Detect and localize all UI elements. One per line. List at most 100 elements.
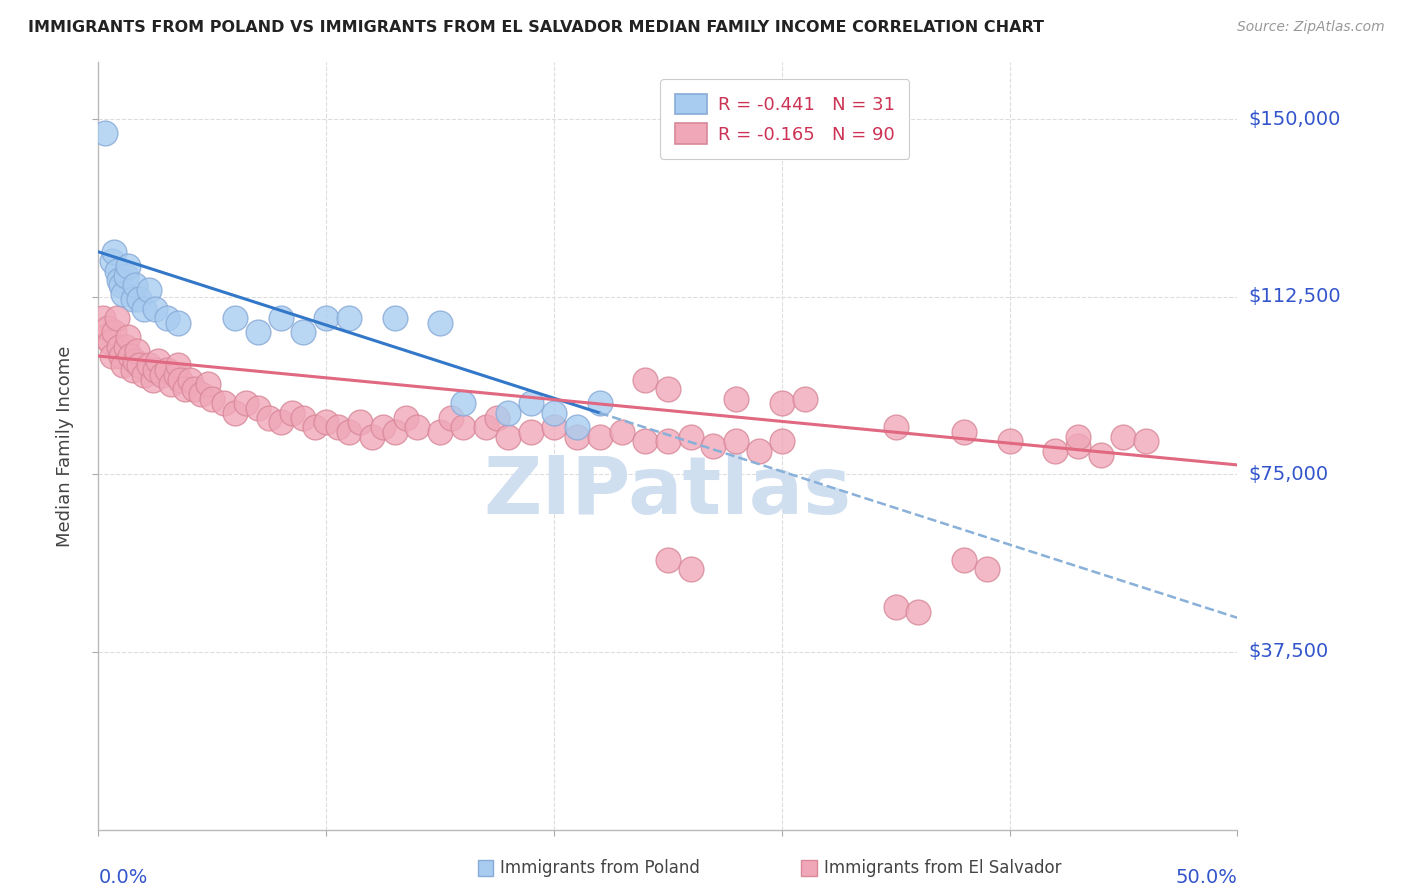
Point [235, 396, 257, 410]
Point [121, 363, 143, 377]
Point [1135, 434, 1157, 449]
Point [117, 259, 139, 273]
Text: $150,000: $150,000 [1249, 110, 1341, 128]
Point [451, 396, 474, 410]
Point [953, 425, 976, 439]
Point [128, 292, 150, 306]
Point [337, 425, 360, 439]
Point [612, 425, 634, 439]
Point [498, 429, 520, 443]
Text: 50.0%: 50.0% [1175, 869, 1237, 888]
Point [406, 420, 429, 434]
Point [197, 377, 219, 392]
Point [429, 316, 451, 330]
Point [120, 349, 142, 363]
Point [1090, 449, 1112, 463]
Point [96, 320, 118, 334]
Point [108, 340, 131, 354]
Point [657, 382, 679, 396]
Point [145, 301, 167, 316]
Point [165, 368, 187, 382]
Point [953, 552, 976, 566]
Point [884, 420, 907, 434]
Point [292, 410, 315, 425]
Point [212, 396, 235, 410]
Point [907, 605, 929, 619]
Point [793, 392, 815, 406]
Point [112, 287, 135, 301]
Text: Immigrants from Poland: Immigrants from Poland [501, 859, 700, 877]
Point [702, 439, 724, 453]
Point [440, 410, 463, 425]
Point [142, 373, 165, 387]
Point [1043, 443, 1066, 458]
Point [128, 359, 150, 373]
Point [360, 429, 382, 443]
Point [160, 377, 183, 392]
Point [112, 359, 135, 373]
Point [725, 434, 748, 449]
Point [371, 420, 394, 434]
Point [474, 420, 496, 434]
Point [337, 311, 360, 326]
Point [498, 406, 520, 420]
Point [304, 420, 326, 434]
Point [179, 373, 201, 387]
Point [94, 330, 117, 344]
Point [520, 396, 543, 410]
Point [94, 127, 117, 141]
Point [201, 392, 224, 406]
Point [543, 406, 565, 420]
Point [101, 349, 124, 363]
Point [127, 344, 149, 359]
Text: ZIPatlas: ZIPatlas [484, 453, 852, 531]
Point [132, 368, 155, 382]
Point [998, 434, 1021, 449]
Point [384, 311, 406, 326]
Point [114, 268, 136, 283]
Point [292, 326, 315, 340]
Text: $75,000: $75,000 [1249, 465, 1329, 484]
Point [884, 599, 907, 614]
Point [156, 363, 179, 377]
Point [679, 562, 702, 576]
Point [1112, 429, 1135, 443]
Point [145, 363, 167, 377]
Point [108, 273, 131, 287]
Point [349, 415, 371, 429]
Point [169, 373, 191, 387]
Point [110, 349, 132, 363]
Point [121, 292, 143, 306]
Point [634, 373, 657, 387]
Point [679, 429, 702, 443]
Point [395, 410, 418, 425]
Point [91, 311, 114, 326]
Point [259, 410, 281, 425]
Point [224, 311, 246, 326]
Point [117, 330, 139, 344]
Point [429, 425, 451, 439]
Point [486, 410, 509, 425]
Point [565, 420, 588, 434]
Point [183, 382, 205, 396]
Point [384, 425, 406, 439]
Text: Immigrants from El Salvador: Immigrants from El Salvador [824, 859, 1062, 877]
Text: $37,500: $37,500 [1249, 642, 1329, 662]
Point [520, 425, 543, 439]
Point [748, 443, 770, 458]
Point [634, 434, 657, 449]
Point [114, 340, 136, 354]
Point [132, 301, 155, 316]
Legend: R = -0.441   N = 31, R = -0.165   N = 90: R = -0.441 N = 31, R = -0.165 N = 90 [661, 79, 910, 159]
Point [657, 434, 679, 449]
Point [174, 382, 197, 396]
Point [770, 434, 793, 449]
Point [103, 326, 125, 340]
Point [326, 420, 349, 434]
Point [110, 278, 132, 293]
Point [315, 311, 337, 326]
Point [657, 552, 679, 566]
Point [725, 392, 748, 406]
Point [270, 311, 292, 326]
Point [1067, 429, 1090, 443]
